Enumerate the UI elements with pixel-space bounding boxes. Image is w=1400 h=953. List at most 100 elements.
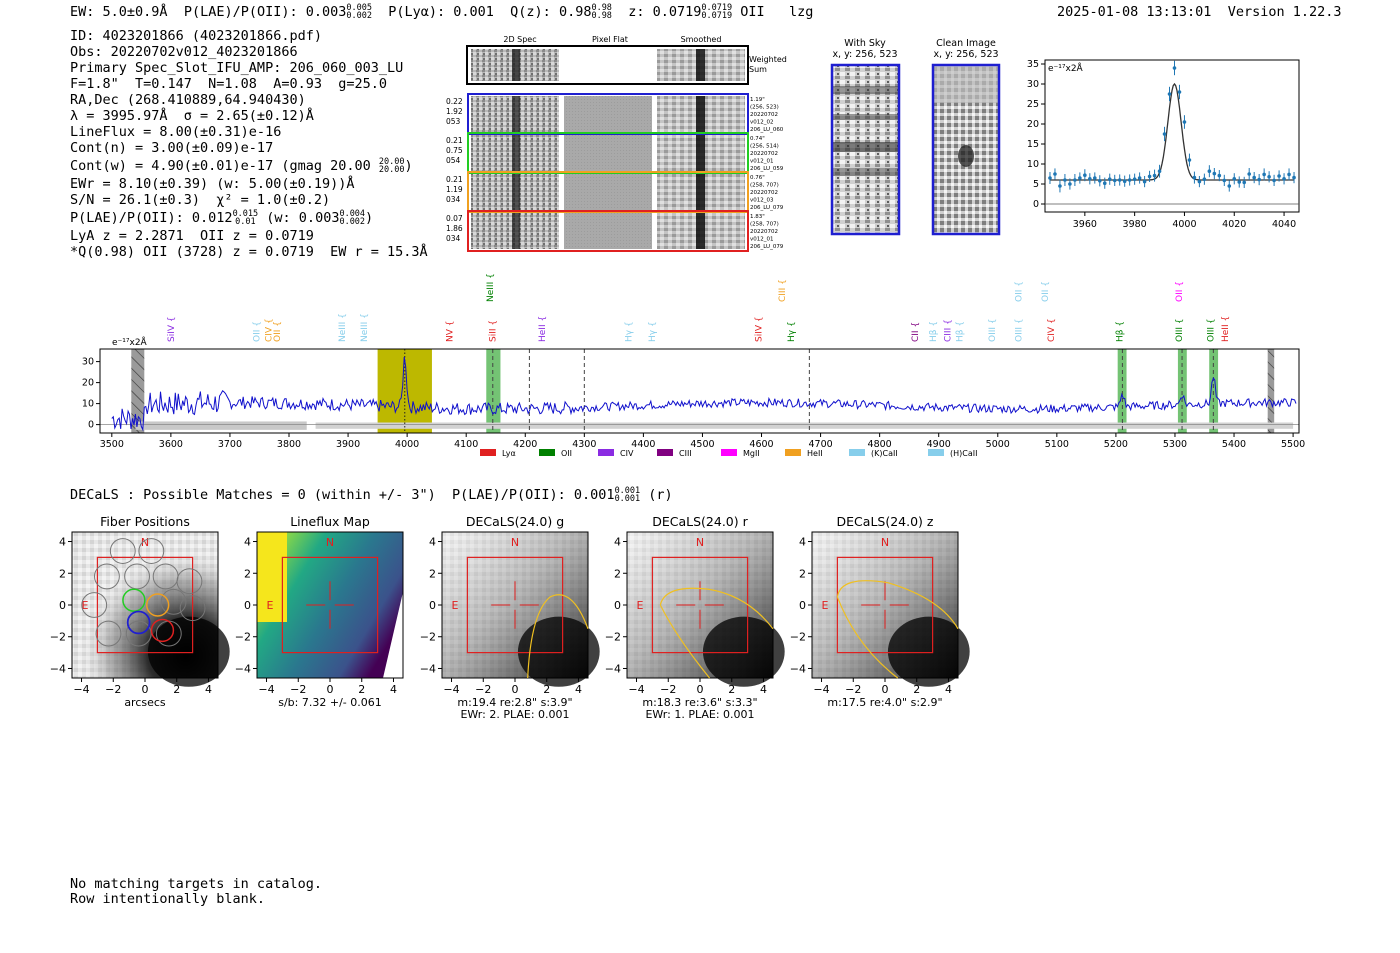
panel-x-tick-label: −4 (628, 683, 644, 696)
fit-data-point (1187, 158, 1192, 162)
spectrum-x-tick-label: 5000 (986, 439, 1010, 450)
spectra-cutouts: 2D Spec Pixel Flat Smoothed Weighted Sum… (446, 35, 787, 252)
fit-data-point (1162, 132, 1167, 136)
cutout-right-label: 20220702 (750, 229, 778, 235)
weighted-sum-row: Weighted Sum (466, 45, 787, 85)
fit-data-point (1137, 176, 1142, 180)
bright-source (147, 616, 230, 687)
compass-north: N (696, 536, 704, 549)
fit-x-tick-label: 4020 (1222, 219, 1246, 230)
info-block: ID: 4023201866 (4023201866.pdf) Obs: 202… (70, 28, 428, 260)
compass-east: E (82, 599, 89, 612)
col-label-2d: 2D Spec (503, 35, 536, 44)
panel-y-tick-label: −2 (790, 631, 806, 644)
panel-y-tick-label: −4 (790, 662, 806, 675)
legend-label: MgII (743, 449, 760, 458)
bright-source (887, 616, 970, 687)
cutout-left-label: 1.86 (446, 224, 463, 233)
fit-data-point (1127, 178, 1132, 182)
panel-x-tick-label: −2 (475, 683, 491, 696)
fit-y-tick-label: 5 (1033, 179, 1039, 190)
panel-y-tick-label: 2 (244, 567, 251, 580)
panel-caption: EWr: 2. PLAE: 0.001 (460, 708, 569, 721)
info-contw: Cont(w) = 4.90(±0.01)e-17 (gmag 20.00 20… (70, 157, 413, 175)
spectrum-x-tick-label: 3800 (277, 439, 301, 450)
fit-data-point (1068, 182, 1072, 186)
panel-x-tick-label: 4 (575, 683, 582, 696)
cutout-left-label: 1.92 (446, 107, 463, 116)
panel-caption: s/b: 7.32 +/- 0.061 (278, 696, 382, 709)
timestamp: 2025-01-08 13:13:01 (1057, 4, 1212, 20)
cutout-left-label: 034 (446, 195, 461, 204)
panel-y-tick-label: −4 (605, 662, 621, 675)
panel-x-tick-label: 4 (760, 683, 767, 696)
panel-caption: m:19.4 re:2.8" s:3.9" (457, 696, 572, 709)
panel-y-tick-label: 0 (244, 599, 251, 612)
fit-data-point (1132, 177, 1137, 181)
legend-swatch (598, 449, 614, 456)
fit-data-point (1242, 180, 1247, 185)
fit-data-point (1192, 175, 1197, 180)
fit-data-point (1122, 179, 1127, 183)
info-lambda: λ = 3995.97Å σ = 2.65(±0.12)Å (70, 108, 314, 124)
fit-y-tick-label: 20 (1027, 119, 1039, 130)
panel-y-tick-label: 2 (59, 567, 66, 580)
fit-data-point (1058, 184, 1062, 188)
spectrum-x-tick-label: 3900 (336, 439, 360, 450)
footer-line-1: No matching targets in catalog. (70, 876, 322, 892)
cutout-smoothed-peak (696, 135, 705, 171)
panel-title: DECaLS(24.0) g (466, 514, 564, 529)
spectrum-line-label: HeII { (1221, 316, 1231, 342)
fit-data-point (1048, 176, 1052, 180)
panel-x-tick-label: 2 (173, 683, 180, 696)
legend-label: OII (561, 449, 572, 458)
spectrum-line-label: Hβ { (1115, 321, 1125, 342)
spectrum-x-tick-label: 4400 (631, 439, 655, 450)
plae-lo: 0.002 (346, 11, 372, 21)
spectrum-line-label: NV { (446, 321, 456, 342)
panel-x-tick-label: −4 (73, 683, 89, 696)
spectrum-line-label: OII { (273, 321, 283, 342)
spectrum-x-tick-label: 3600 (159, 439, 183, 450)
compass-north: N (141, 536, 149, 549)
fit-x-tick-label: 3960 (1073, 219, 1097, 230)
cutout-right-label: 0.74" (750, 136, 765, 142)
spectrum-x-tick-label: 5400 (1222, 439, 1246, 450)
fit-data-point (1292, 175, 1296, 180)
z-line: OII (740, 4, 765, 20)
spectrum-x-tick-label: 4200 (513, 439, 537, 450)
panel-y-tick-label: 4 (244, 536, 251, 549)
fiber-circle (124, 563, 150, 590)
spectrum-line-label: SiIV { (167, 316, 177, 342)
spectrum-line-label: Hγ { (625, 321, 635, 342)
fit-data-point (1142, 179, 1147, 184)
q-label: Q(z): 0.98 (510, 4, 592, 20)
clean-image (931, 63, 1001, 236)
panel-y-tick-label: 2 (799, 567, 806, 580)
source-ellipse (836, 580, 959, 679)
spectrum-x-tick-label: 4000 (395, 439, 419, 450)
spectrum-line-label: HeII { (538, 316, 548, 342)
spectrum-y-tick-label: 0 (88, 420, 94, 431)
cutout-right-label: 20220702 (750, 190, 778, 196)
fit-data-point (1172, 66, 1177, 70)
panel-y-tick-label: −4 (50, 662, 66, 675)
panel-x-tick-label: 2 (913, 683, 920, 696)
panel-y-tick-label: 0 (799, 599, 806, 612)
q-hi: 0.98 (591, 3, 612, 13)
fiber-circle (160, 588, 187, 615)
compass-north: N (881, 536, 889, 549)
panel-x-tick-label: 2 (358, 683, 365, 696)
z-hi: 0.0719 (701, 3, 733, 13)
cutout-right-label: 206_LU_060 (750, 127, 784, 133)
cutout-pixel-flat (564, 213, 652, 249)
cutout-smoothed-peak (696, 174, 705, 210)
aperture-box (466, 556, 564, 654)
spectrum-x-tick-label: 5100 (1045, 439, 1069, 450)
panel-x-tick-label: −4 (443, 683, 459, 696)
cutout-right-label: 1.83" (750, 214, 765, 220)
spectrum-line-label: OIII { (988, 318, 998, 342)
